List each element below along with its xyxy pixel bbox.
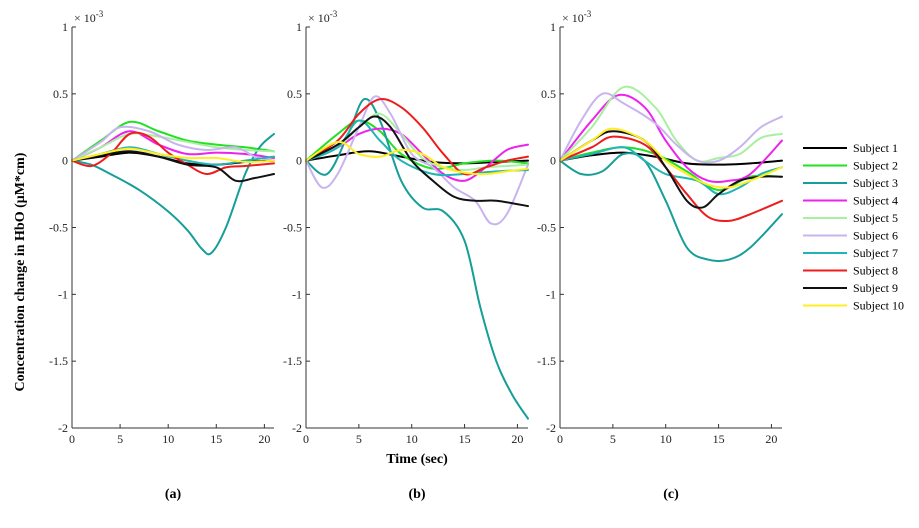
y-tick-label: -0.5 — [537, 221, 556, 235]
y-tick-label: 0 — [550, 154, 556, 168]
y-tick-label: 0.5 — [53, 87, 68, 101]
y-tick-label: -0.5 — [283, 221, 302, 235]
series-line-subject-3 — [559, 152, 783, 263]
series-line-subject-10 — [559, 127, 783, 189]
x-tick-label: 5 — [117, 432, 123, 446]
y-tick-label: 1 — [62, 20, 68, 34]
y-axis-label: Concentration change in HbO (μM*cm) — [13, 152, 28, 391]
y-tick-label: -1.5 — [49, 354, 68, 368]
x-tick-label: 0 — [69, 432, 75, 446]
exponent-power: -3 — [96, 9, 104, 19]
x-tick-label: 20 — [765, 432, 777, 446]
x-tick-label: 5 — [356, 432, 362, 446]
panel-label: (a) — [165, 487, 182, 502]
panel-label: (c) — [663, 487, 679, 502]
panel-3: 10.50-0.5-1-1.5-20 5 10 15 20× 10-3(c) — [537, 9, 783, 502]
exponent-label: × 10-3 — [308, 9, 338, 25]
series-line-subject-8 — [559, 135, 783, 223]
x-tick-label: 15 — [210, 432, 222, 446]
y-tick-label: -1 — [58, 287, 68, 301]
series-line-subject-8 — [305, 98, 529, 176]
legend-label: Subject 7 — [853, 246, 898, 260]
legend-label: Subject 2 — [853, 159, 898, 173]
y-tick-label: 0.5 — [287, 87, 302, 101]
legend-label: Subject 5 — [853, 211, 898, 225]
y-tick-label: -1.5 — [537, 354, 556, 368]
y-tick-label: -1 — [546, 287, 556, 301]
x-tick-label: 15 — [459, 432, 471, 446]
y-tick-label: -2 — [546, 421, 556, 435]
legend: Subject 1 Subject 2 Subject 3 Subject 4 Subj… — [797, 138, 915, 317]
panel-label: (b) — [408, 487, 425, 502]
y-tick-label: 0 — [296, 154, 302, 168]
series-line-subject-2 — [305, 119, 529, 170]
series-line-subject-9 — [305, 115, 529, 208]
x-axis-label: Time (sec) — [386, 452, 448, 467]
exponent-label: × 10-3 — [74, 9, 104, 25]
x-tick-label: 0 — [303, 432, 309, 446]
series-line-subject-10 — [305, 140, 529, 176]
x-tick-label: 15 — [713, 432, 725, 446]
exponent-label: × 10-3 — [562, 9, 592, 25]
x-tick-label: 10 — [406, 432, 418, 446]
series-line-subject-6 — [305, 95, 529, 226]
series-line-subject-5 — [559, 85, 783, 163]
y-tick-label: -1.5 — [283, 354, 302, 368]
y-tick-label: 1 — [550, 20, 556, 34]
y-tick-label: 1 — [296, 20, 302, 34]
series-line-subject-4 — [559, 93, 783, 183]
legend-label: Subject 9 — [853, 281, 898, 295]
x-tick-label: 0 — [557, 432, 563, 446]
panel-1: 10.50-0.5-1-1.5-20 5 10 15 20× 10-3(a) — [49, 9, 275, 502]
legend-label: Subject 10 — [853, 299, 904, 313]
series-line-subject-6 — [559, 92, 783, 164]
legend-label: Subject 6 — [853, 229, 898, 243]
exponent-power: -3 — [584, 9, 592, 19]
series-line-subject-9 — [559, 130, 783, 209]
series-line-subject-8 — [71, 131, 275, 176]
series-line-subject-7 — [559, 146, 783, 196]
x-tick-label: 10 — [162, 432, 174, 446]
y-tick-label: -2 — [292, 421, 302, 435]
x-tick-label: 20 — [511, 432, 523, 446]
legend-label: Subject 8 — [853, 264, 898, 278]
x-tick-label: 5 — [610, 432, 616, 446]
x-tick-label: 10 — [660, 432, 672, 446]
series-line-subject-6 — [71, 125, 275, 162]
y-tick-label: 0 — [62, 154, 68, 168]
legend-label: Subject 4 — [853, 194, 898, 208]
legend-label: Subject 3 — [853, 176, 898, 190]
panel-2: 10.50-0.5-1-1.5-20 5 10 15 20× 10-3(b) — [283, 9, 529, 502]
legend-label: Subject 1 — [853, 141, 898, 155]
series-line-subject-10 — [71, 147, 275, 164]
series-line-subject-3 — [71, 132, 275, 256]
y-tick-label: -1 — [292, 287, 302, 301]
exponent-power: -3 — [330, 9, 338, 19]
y-tick-label: -0.5 — [49, 221, 68, 235]
y-tick-label: 0.5 — [541, 87, 556, 101]
series-line-subject-1 — [559, 151, 783, 166]
y-tick-label: -2 — [58, 421, 68, 435]
series-line-subject-9 — [71, 150, 275, 183]
x-tick-label: 20 — [258, 432, 270, 446]
